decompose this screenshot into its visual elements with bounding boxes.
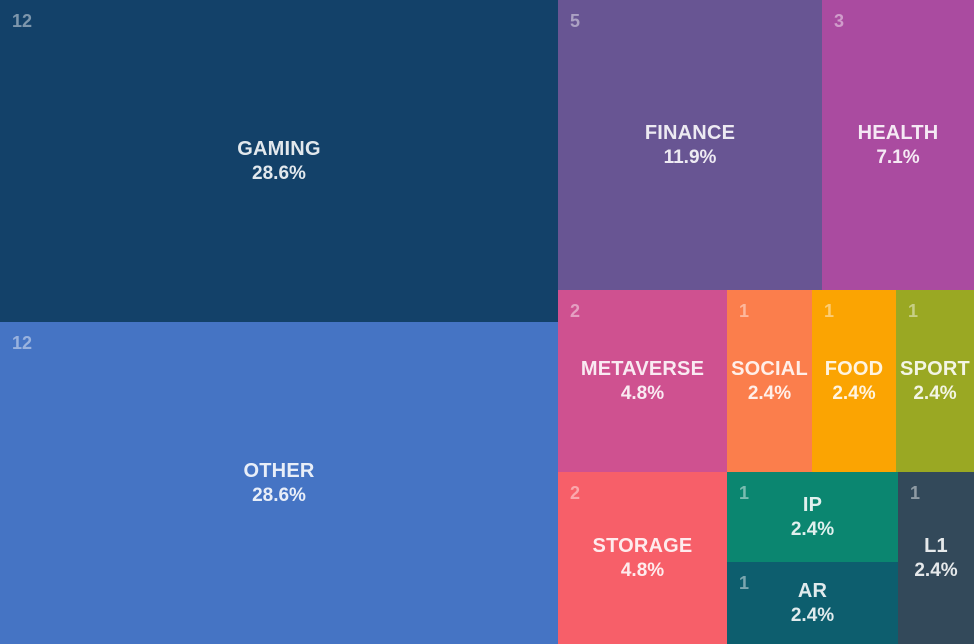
treemap-tile-gaming[interactable]: 12 GAMING 28.6%	[0, 0, 558, 322]
tile-label: HEALTH 7.1%	[858, 120, 939, 171]
tile-label: AR 2.4%	[791, 578, 834, 629]
tile-category-name: FOOD	[824, 357, 884, 380]
treemap-tile-ar[interactable]: 1 AR 2.4%	[727, 562, 898, 644]
tile-category-name: AR	[797, 579, 828, 602]
tile-count-badge: 2	[570, 301, 581, 321]
tile-label: SOCIAL 2.4%	[731, 356, 808, 407]
tile-label: METAVERSE 4.8%	[581, 356, 704, 407]
tile-percent-value: 2.4%	[913, 382, 957, 404]
tile-count-badge: 1	[910, 483, 921, 503]
tile-category-name: SPORT	[900, 357, 970, 380]
treemap-tile-storage[interactable]: 2 STORAGE 4.8%	[558, 472, 727, 644]
tile-percent-value: 28.6%	[252, 484, 306, 506]
tile-category-name: OTHER	[243, 459, 315, 482]
tile-label: SPORT 2.4%	[900, 356, 970, 407]
tile-label: GAMING 28.6%	[237, 136, 320, 187]
tile-count-badge: 1	[739, 301, 750, 321]
tile-percent-value: 11.9%	[663, 146, 717, 168]
tile-category-name: STORAGE	[592, 534, 693, 557]
tile-count-badge: 2	[570, 483, 581, 503]
treemap-tile-ip[interactable]: 1 IP 2.4%	[727, 472, 898, 562]
tile-count-badge: 12	[12, 11, 33, 31]
tile-percent-value: 2.4%	[790, 604, 835, 626]
treemap-tile-l1[interactable]: 1 L1 2.4%	[898, 472, 974, 644]
tile-category-name: L1	[924, 534, 948, 557]
tile-count-badge: 1	[739, 573, 750, 593]
tile-label: FINANCE 11.9%	[645, 120, 735, 171]
tile-percent-value: 4.8%	[620, 559, 665, 581]
tile-percent-value: 2.4%	[790, 518, 835, 540]
treemap-tile-health[interactable]: 3 HEALTH 7.1%	[822, 0, 974, 290]
treemap-tile-finance[interactable]: 5 FINANCE 11.9%	[558, 0, 822, 290]
tile-category-name: SOCIAL	[731, 357, 808, 380]
tile-label: IP 2.4%	[791, 492, 834, 543]
tile-category-name: HEALTH	[857, 121, 939, 144]
tile-count-badge: 12	[12, 333, 33, 353]
tile-count-badge: 1	[739, 483, 750, 503]
tile-percent-value: 7.1%	[876, 146, 920, 168]
treemap-tile-metaverse[interactable]: 2 METAVERSE 4.8%	[558, 290, 727, 472]
tile-count-badge: 5	[570, 11, 581, 31]
tile-percent-value: 2.4%	[914, 559, 958, 581]
tile-label: OTHER 28.6%	[244, 458, 315, 509]
tile-count-badge: 1	[908, 301, 919, 321]
tile-category-name: FINANCE	[644, 121, 736, 144]
tile-percent-value: 2.4%	[832, 382, 876, 404]
tile-percent-value: 2.4%	[747, 382, 792, 404]
treemap-tile-other[interactable]: 12 OTHER 28.6%	[0, 322, 558, 644]
tile-category-name: METAVERSE	[580, 357, 705, 380]
treemap-tile-food[interactable]: 1 FOOD 2.4%	[812, 290, 896, 472]
tile-category-name: IP	[802, 493, 823, 516]
tile-percent-value: 28.6%	[252, 162, 306, 184]
tile-count-badge: 3	[834, 11, 845, 31]
treemap-tile-sport[interactable]: 1 SPORT 2.4%	[896, 290, 974, 472]
tile-category-name: GAMING	[237, 137, 321, 160]
tile-percent-value: 4.8%	[620, 382, 665, 404]
tile-label: L1 2.4%	[914, 533, 957, 584]
tile-label: FOOD 2.4%	[825, 356, 884, 407]
tile-label: STORAGE 4.8%	[593, 533, 693, 584]
treemap-tile-social[interactable]: 1 SOCIAL 2.4%	[727, 290, 812, 472]
tile-count-badge: 1	[824, 301, 835, 321]
